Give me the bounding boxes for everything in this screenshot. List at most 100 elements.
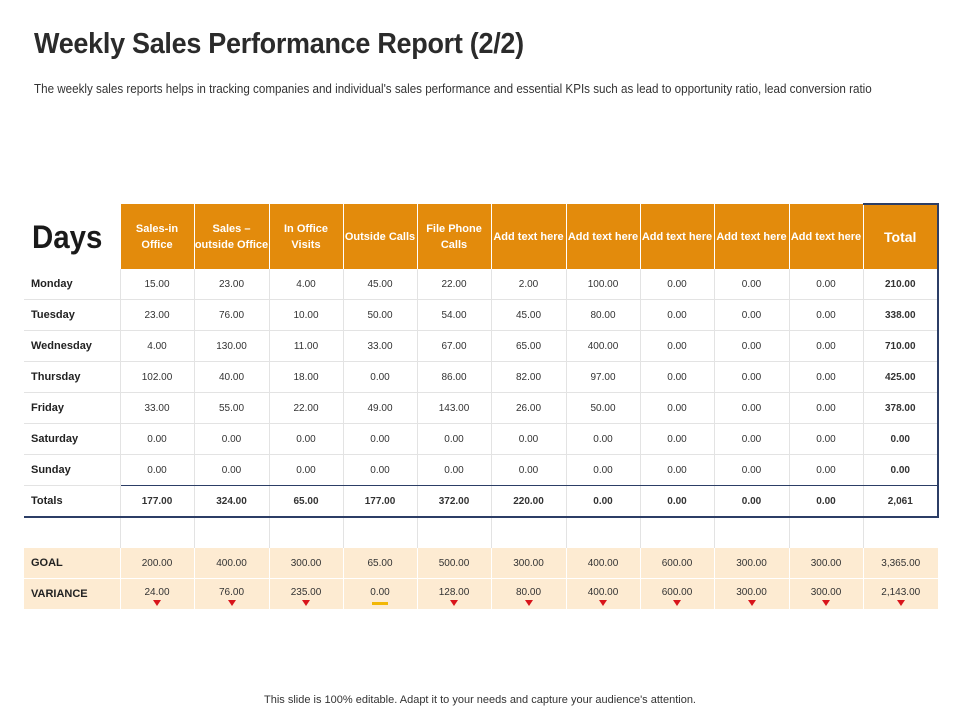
down-arrow-icon [153, 600, 161, 606]
value-cell: 11.00 [269, 330, 344, 362]
goal-cell: 300.00 [714, 548, 790, 579]
value-cell: 15.00 [120, 269, 195, 300]
spacer-cell [640, 517, 715, 548]
value-cell: 67.00 [417, 330, 492, 362]
day-label: Monday [24, 269, 121, 300]
total-column-header: Total [862, 203, 939, 269]
value-cell: 0.00 [194, 454, 270, 486]
value-cell: 0.00 [343, 361, 418, 393]
row-total-cell: 0.00 [863, 454, 939, 486]
table-header-row: Days Sales-in Office Sales – outside Off… [24, 203, 939, 269]
value-cell: 0.00 [789, 423, 864, 455]
goal-cell: 400.00 [194, 548, 270, 579]
value-cell: 54.00 [417, 299, 492, 331]
column-header: Add text here [713, 204, 789, 269]
down-arrow-icon [599, 600, 607, 606]
goal-cell: 400.00 [566, 548, 641, 579]
value-cell: 45.00 [343, 269, 418, 300]
value-cell: 0.00 [491, 454, 567, 486]
value-cell: 65.00 [491, 330, 567, 362]
variance-cell: 76.00 [194, 578, 270, 610]
goal-cell: 600.00 [640, 548, 715, 579]
table-row: Thursday 102.00 40.00 18.00 0.00 86.00 82.00 97… [24, 361, 939, 393]
value-cell: 0.00 [789, 269, 864, 300]
value-cell: 143.00 [417, 392, 492, 424]
value-cell: 0.00 [343, 423, 418, 455]
table-row: Friday 33.00 55.00 22.00 49.00 143.00 26.00 50.… [24, 392, 939, 424]
value-cell: 130.00 [194, 330, 270, 362]
totals-cell: 65.00 [269, 485, 344, 518]
day-label: Saturday [24, 423, 121, 455]
variance-cell: 300.00 [789, 578, 864, 610]
variance-value: 235.00 [290, 586, 322, 598]
table-row: Monday 15.00 23.00 4.00 45.00 22.00 2.00 100.00… [24, 269, 939, 300]
value-cell: 33.00 [120, 392, 195, 424]
totals-label: Totals [24, 485, 121, 518]
value-cell: 0.00 [269, 423, 344, 455]
down-arrow-icon [302, 600, 310, 606]
down-arrow-icon [227, 600, 236, 606]
value-cell: 23.00 [194, 269, 270, 300]
value-cell: 76.00 [194, 299, 270, 331]
column-header: In Office Visits [268, 204, 343, 269]
totals-cell: 0.00 [714, 485, 790, 518]
value-cell: 26.00 [491, 392, 567, 424]
variance-cell: 80.00 [491, 578, 567, 610]
row-total-cell: 338.00 [863, 299, 939, 331]
value-cell: 0.00 [640, 392, 715, 424]
footer-note: This slide is 100% editable. Adapt it to… [264, 694, 696, 706]
value-cell: 23.00 [120, 299, 195, 331]
sales-table: Days Sales-in Office Sales – outside Off… [24, 203, 939, 610]
value-cell: 22.00 [417, 269, 492, 300]
row-total-cell: 210.00 [863, 269, 939, 300]
totals-cell: 324.00 [194, 485, 270, 518]
down-arrow-icon [524, 600, 533, 606]
value-cell: 0.00 [789, 392, 864, 424]
value-cell: 0.00 [714, 454, 790, 486]
value-cell: 50.00 [343, 299, 418, 331]
value-cell: 0.00 [640, 330, 715, 362]
spacer-cell [714, 517, 790, 548]
variance-value: 300.00 [810, 586, 842, 598]
totals-cell: 220.00 [491, 485, 567, 518]
column-header: Add text here [565, 204, 640, 269]
goal-total-cell: 3,365.00 [863, 548, 938, 579]
spacer-cell [194, 517, 270, 548]
goal-cell: 300.00 [269, 548, 344, 579]
goal-cell: 300.00 [491, 548, 567, 579]
totals-cell: 0.00 [640, 485, 715, 518]
value-cell: 0.00 [640, 454, 715, 486]
neutral-dash-icon [372, 602, 388, 605]
column-header: File Phone Calls [416, 204, 491, 269]
column-header: Add text here [788, 204, 863, 269]
spacer-cell [789, 517, 864, 548]
totals-cell: 177.00 [343, 485, 418, 518]
grand-total-cell: 2,061 [863, 485, 939, 518]
column-header: Add text here [490, 204, 566, 269]
value-cell: 49.00 [343, 392, 418, 424]
down-arrow-icon [822, 600, 830, 606]
value-cell: 0.00 [194, 423, 270, 455]
variance-value: 400.00 [587, 586, 619, 598]
column-header: Sales-in Office [119, 204, 194, 269]
table-row: Saturday 0.00 0.00 0.00 0.00 0.00 0.00 0.00 0.00… [24, 423, 939, 455]
value-cell: 0.00 [714, 361, 790, 393]
variance-row: VARIANCE 24.00 76.00 235.00 0.00 128.00 80.00 4… [24, 578, 938, 610]
table-row: Sunday 0.00 0.00 0.00 0.00 0.00 0.00 0.00 0.00 0.… [24, 454, 939, 486]
value-cell: 18.00 [269, 361, 344, 393]
totals-row: Totals 177.00 324.00 65.00 177.00 372.00 220.0… [24, 485, 939, 518]
value-cell: 0.00 [640, 299, 715, 331]
value-cell: 0.00 [714, 269, 790, 300]
row-total-cell: 425.00 [863, 361, 939, 393]
variance-cell: 24.00 [120, 578, 195, 610]
variance-cell: 300.00 [714, 578, 790, 610]
value-cell: 0.00 [714, 330, 790, 362]
day-label: Tuesday [24, 299, 121, 331]
value-cell: 50.00 [566, 392, 641, 424]
value-cell: 4.00 [120, 330, 195, 362]
variance-cell: 235.00 [269, 578, 344, 610]
spacer-cell [120, 517, 195, 548]
variance-value: 2,143.00 [881, 586, 921, 598]
value-cell: 80.00 [566, 299, 641, 331]
value-cell: 0.00 [120, 454, 195, 486]
